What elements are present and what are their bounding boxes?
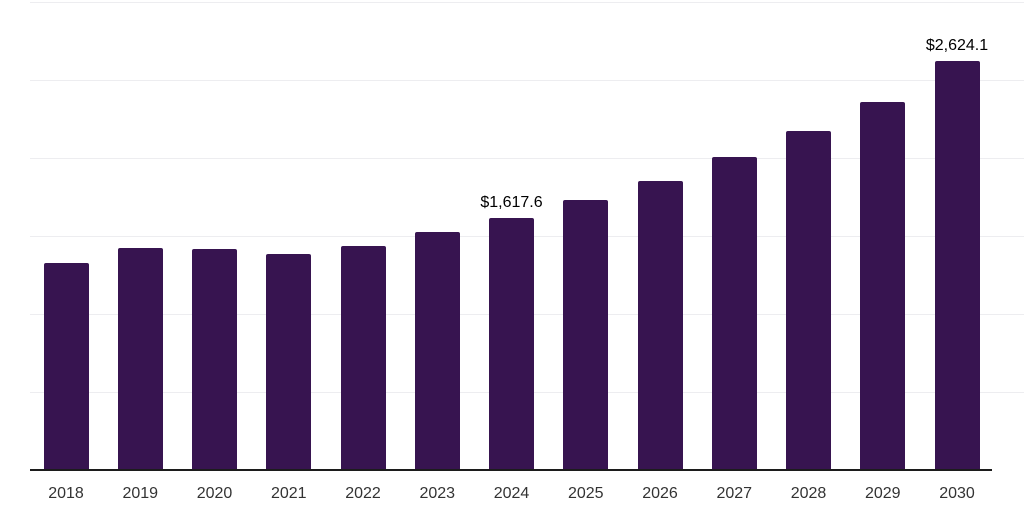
x-tick-2027: 2027 (716, 485, 753, 502)
x-tick-2028: 2028 (790, 485, 827, 502)
gridline-3000 (30, 2, 1024, 4)
bar-2028 (786, 130, 831, 470)
bar-2023 (414, 232, 460, 470)
bar-2018 (43, 263, 89, 470)
bar-2020 (192, 249, 237, 470)
x-tick-2023: 2023 (419, 485, 456, 502)
x-tick-2019: 2019 (122, 485, 159, 502)
bar-2027 (711, 157, 757, 470)
bar-2025 (563, 200, 609, 470)
data-label-2030: $2,624.1 (925, 37, 989, 55)
x-tick-2024: 2024 (493, 485, 530, 502)
bar-2029 (860, 101, 906, 470)
x-tick-2026: 2026 (642, 485, 678, 502)
gridline-2000 (30, 157, 1024, 159)
x-tick-2025: 2025 (567, 485, 604, 502)
x-axis-line (30, 469, 992, 471)
bar-2026 (637, 180, 683, 470)
bar-2022 (340, 246, 386, 470)
data-label-2024: $1,617.6 (480, 194, 543, 212)
x-tick-2020: 2020 (196, 485, 233, 502)
x-tick-2018: 2018 (48, 485, 84, 502)
x-tick-2030: 2030 (939, 485, 975, 502)
bar-2021 (266, 254, 312, 470)
bar-2030 (934, 61, 980, 470)
x-tick-2022: 2022 (345, 485, 381, 502)
x-tick-2029: 2029 (864, 485, 901, 502)
bar-2024 (489, 218, 534, 470)
gridline-2500 (30, 80, 1024, 82)
x-tick-2021: 2021 (270, 485, 307, 502)
bar-2019 (117, 247, 163, 470)
